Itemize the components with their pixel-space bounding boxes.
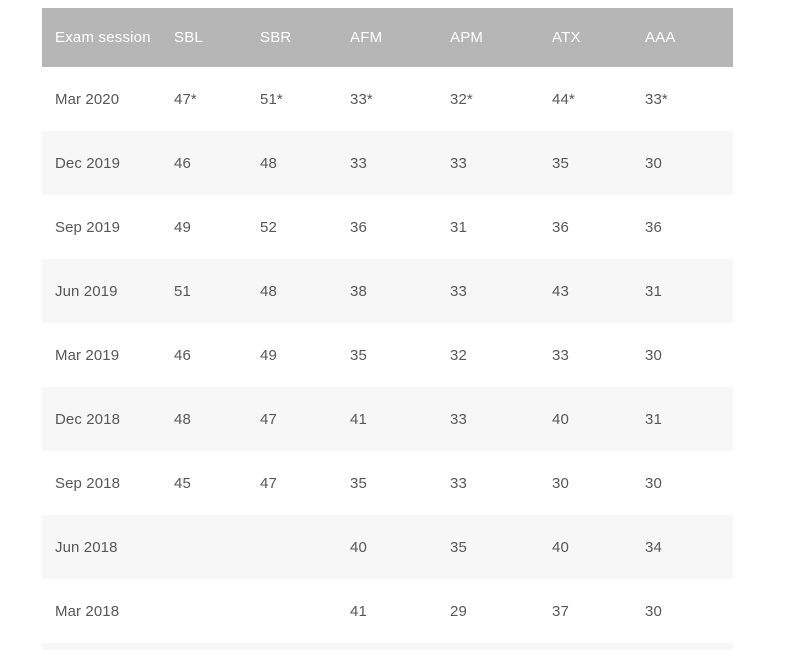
value-cell: 44* <box>552 67 645 131</box>
partial-next-row <box>42 643 733 650</box>
value-cell: 47 <box>260 387 350 451</box>
table-row-dec-2019: Dec 2019 46 48 33 33 35 30 <box>42 131 733 195</box>
value-cell: 48 <box>260 259 350 323</box>
session-cell: Jun 2019 <box>42 259 174 323</box>
value-cell: 33 <box>450 131 552 195</box>
value-cell: 47* <box>174 67 260 131</box>
session-cell: Dec 2018 <box>42 387 174 451</box>
value-cell <box>260 515 350 579</box>
column-header-apm: APM <box>450 8 552 67</box>
table-header: Exam session SBL SBR AFM APM ATX AAA <box>42 8 733 67</box>
value-cell: 49 <box>174 195 260 259</box>
value-cell: 46 <box>174 323 260 387</box>
value-cell: 43 <box>552 259 645 323</box>
table-header-row: Exam session SBL SBR AFM APM ATX AAA <box>42 8 733 67</box>
value-cell: 31 <box>645 387 733 451</box>
value-cell: 36 <box>350 195 450 259</box>
value-cell: 52 <box>260 195 350 259</box>
session-cell: Sep 2019 <box>42 195 174 259</box>
value-cell: 33 <box>450 259 552 323</box>
value-cell: 33* <box>350 67 450 131</box>
column-header-sbl: SBL <box>174 8 260 67</box>
value-cell: 30 <box>552 451 645 515</box>
column-header-aaa: AAA <box>645 8 733 67</box>
value-cell: 47 <box>260 451 350 515</box>
table-row-mar-2019: Mar 2019 46 49 35 32 33 30 <box>42 323 733 387</box>
table-row-mar-2020: Mar 2020 47* 51* 33* 32* 44* 33* <box>42 67 733 131</box>
value-cell: 49 <box>260 323 350 387</box>
exam-pass-rates-table: Exam session SBL SBR AFM APM ATX AAA Mar 2020 4… <box>42 8 733 643</box>
value-cell: 41 <box>350 579 450 643</box>
value-cell: 33 <box>450 387 552 451</box>
session-cell: Jun 2018 <box>42 515 174 579</box>
value-cell: 40 <box>552 387 645 451</box>
value-cell: 40 <box>350 515 450 579</box>
value-cell: 51* <box>260 67 350 131</box>
column-header-afm: AFM <box>350 8 450 67</box>
table-row-dec-2018: Dec 2018 48 47 41 33 40 31 <box>42 387 733 451</box>
value-cell: 37 <box>552 579 645 643</box>
value-cell: 51 <box>174 259 260 323</box>
value-cell: 38 <box>350 259 450 323</box>
column-header-atx: ATX <box>552 8 645 67</box>
value-cell: 33* <box>645 67 733 131</box>
table-row-mar-2018: Mar 2018 41 29 37 30 <box>42 579 733 643</box>
value-cell: 45 <box>174 451 260 515</box>
value-cell: 35 <box>350 323 450 387</box>
value-cell: 29 <box>450 579 552 643</box>
value-cell <box>174 515 260 579</box>
table-row-sep-2018: Sep 2018 45 47 35 33 30 30 <box>42 451 733 515</box>
value-cell: 35 <box>350 451 450 515</box>
value-cell: 35 <box>552 131 645 195</box>
value-cell: 40 <box>552 515 645 579</box>
table-row-jun-2019: Jun 2019 51 48 38 33 43 31 <box>42 259 733 323</box>
value-cell: 30 <box>645 323 733 387</box>
value-cell: 31 <box>450 195 552 259</box>
value-cell: 33 <box>552 323 645 387</box>
session-cell: Mar 2018 <box>42 579 174 643</box>
table-row-jun-2018: Jun 2018 40 35 40 34 <box>42 515 733 579</box>
value-cell: 34 <box>645 515 733 579</box>
table-row-sep-2019: Sep 2019 49 52 36 31 36 36 <box>42 195 733 259</box>
session-cell: Mar 2019 <box>42 323 174 387</box>
value-cell: 36 <box>645 195 733 259</box>
value-cell: 31 <box>645 259 733 323</box>
value-cell: 48 <box>260 131 350 195</box>
value-cell: 32 <box>450 323 552 387</box>
session-cell: Sep 2018 <box>42 451 174 515</box>
table-body: Mar 2020 47* 51* 33* 32* 44* 33* Dec 2019 46 48 33… <box>42 67 733 643</box>
column-header-exam-session: Exam session <box>42 8 174 67</box>
value-cell: 35 <box>450 515 552 579</box>
value-cell: 46 <box>174 131 260 195</box>
value-cell: 36 <box>552 195 645 259</box>
value-cell <box>260 579 350 643</box>
value-cell <box>174 579 260 643</box>
value-cell: 32* <box>450 67 552 131</box>
value-cell: 41 <box>350 387 450 451</box>
value-cell: 33 <box>350 131 450 195</box>
session-cell: Dec 2019 <box>42 131 174 195</box>
value-cell: 30 <box>645 579 733 643</box>
column-header-sbr: SBR <box>260 8 350 67</box>
value-cell: 30 <box>645 451 733 515</box>
exam-pass-rates-section: Exam session SBL SBR AFM APM ATX AAA Mar 2020 4… <box>42 8 733 650</box>
value-cell: 30 <box>645 131 733 195</box>
value-cell: 48 <box>174 387 260 451</box>
value-cell: 33 <box>450 451 552 515</box>
session-cell: Mar 2020 <box>42 67 174 131</box>
